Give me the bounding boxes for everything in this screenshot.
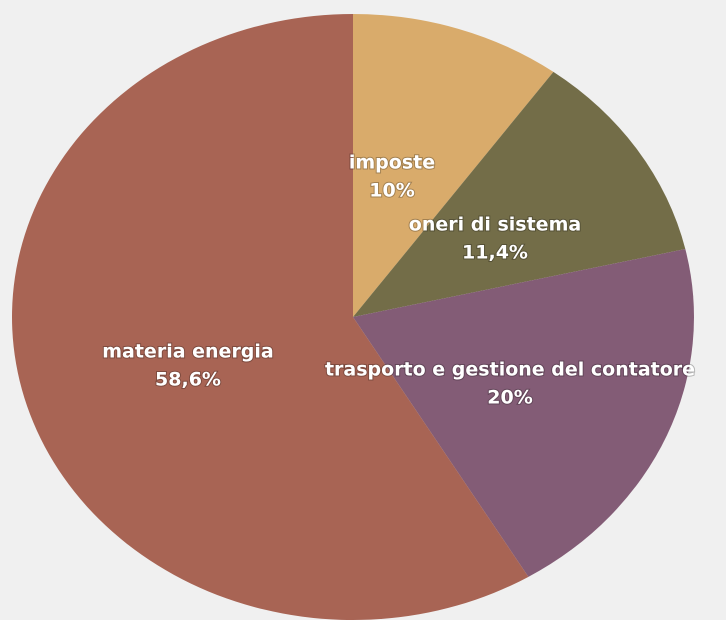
slice-value-label: 20% bbox=[487, 387, 532, 409]
pie-slice bbox=[353, 71, 686, 317]
slice-label: imposte bbox=[349, 152, 435, 174]
slice-value-label: 58,6% bbox=[155, 369, 221, 391]
pie-slice bbox=[12, 13, 529, 620]
slice-value-label: 10% bbox=[369, 180, 414, 202]
pie-slice bbox=[353, 14, 554, 317]
slice-label: oneri di sistema bbox=[409, 214, 581, 236]
pie-slice bbox=[353, 249, 694, 577]
slice-label: materia energia bbox=[102, 341, 274, 363]
slice-value-label: 11,4% bbox=[462, 242, 528, 264]
slice-label: trasporto e gestione del contatore bbox=[325, 359, 695, 381]
